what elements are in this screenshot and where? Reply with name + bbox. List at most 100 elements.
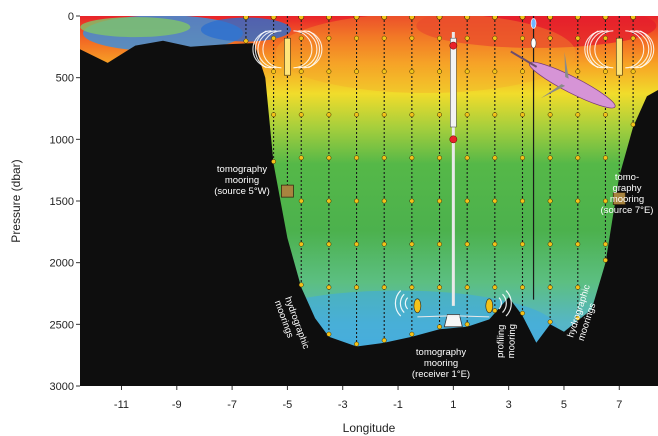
annotation-line: (receiver 1°E)	[412, 369, 470, 380]
acoustic-wave-icon	[502, 293, 507, 314]
x-tick-label: -11	[114, 399, 129, 411]
green-surface-patch	[80, 17, 191, 38]
mooring-float	[381, 16, 388, 20]
acoustic-wave-icon	[399, 293, 405, 314]
mooring-float	[436, 16, 443, 20]
mooring-instrument	[326, 35, 332, 41]
mooring-float	[243, 16, 249, 20]
mooring-instrument	[326, 284, 332, 290]
mooring-anchor-instrument	[464, 321, 470, 327]
mooring-instrument	[492, 198, 498, 204]
mooring-instrument	[603, 198, 608, 204]
mooring-instrument	[492, 35, 498, 41]
mooring-instrument	[354, 69, 360, 74]
mooring-instrument	[520, 241, 525, 247]
mooring-instrument	[547, 198, 553, 204]
mooring-instrument	[437, 35, 442, 41]
mooring-instrument	[603, 155, 608, 161]
annotation-profiling: profilingmooring	[495, 323, 518, 358]
tomography-source	[612, 192, 626, 205]
source-transducer	[615, 37, 623, 76]
annotation-line: tomography	[217, 164, 267, 175]
mooring-instrument	[409, 35, 415, 41]
annotation-tomo_source_west: tomography mooring (source 5°W)	[214, 164, 270, 197]
acoustic-wave-icon	[293, 30, 313, 69]
annotation-line: mooring	[610, 194, 644, 205]
mooring-instrument	[464, 35, 470, 41]
mooring-instrument	[354, 198, 360, 204]
mooring-instrument	[630, 69, 636, 74]
mooring-instrument	[298, 155, 304, 161]
acoustic-wave-icon	[640, 30, 652, 69]
mooring-instrument	[520, 69, 525, 74]
mooring-instrument	[409, 198, 415, 204]
mooring-instrument	[298, 241, 304, 247]
mooring-anchor-instrument	[492, 308, 498, 314]
y-tick-label: 500	[56, 73, 74, 85]
mooring-instrument	[437, 69, 442, 74]
mooring-instrument	[298, 35, 304, 41]
mooring-anchor-instrument	[547, 319, 553, 325]
acoustic-wave-icon	[254, 30, 267, 69]
mooring-instrument	[437, 112, 442, 118]
mooring-float	[574, 16, 581, 20]
x-tick-label: -5	[283, 399, 293, 411]
mooring-instrument	[464, 112, 470, 118]
mooring-instrument	[547, 155, 553, 161]
mooring-anchor-instrument	[243, 38, 249, 44]
mooring-instrument	[326, 112, 332, 118]
acoustic-wave-icon	[594, 30, 614, 69]
mooring-instrument	[381, 284, 387, 290]
profiler-float	[530, 18, 537, 29]
acoustic-wave-icon	[625, 30, 645, 69]
mooring-instrument	[409, 112, 415, 118]
mooring-instrument	[575, 198, 581, 204]
mooring-instrument	[354, 284, 360, 290]
profiler-float	[530, 37, 537, 49]
acoustic-wave-icon	[589, 30, 609, 69]
receiver-float	[449, 41, 458, 50]
mooring-float	[630, 16, 637, 20]
annotation-line: tomography	[416, 347, 466, 358]
y-tick-label: 0	[68, 11, 74, 23]
mooring-instrument	[492, 112, 498, 118]
glider-antenna	[510, 50, 538, 68]
annotation-line: graphy	[612, 183, 641, 194]
mooring-instrument	[575, 284, 581, 290]
mooring-instrument	[520, 35, 525, 41]
mooring-float	[353, 16, 360, 20]
mooring-instrument	[326, 198, 332, 204]
annotation-tomo_source_east: tomo-graphy mooring (source 7°E)	[601, 172, 654, 216]
mooring-instrument	[547, 35, 553, 41]
mooring-float	[519, 16, 526, 20]
mooring-instrument	[381, 155, 387, 161]
y-tick-label: 2000	[50, 258, 74, 270]
mooring-anchor-instrument	[630, 122, 636, 127]
mooring-instrument	[464, 69, 470, 74]
mooring-float	[326, 16, 332, 20]
acoustic-wave-icon	[298, 30, 318, 69]
acoustic-wave-icon	[262, 30, 282, 69]
mooring-instrument	[520, 198, 525, 204]
annotation-line: mooring	[506, 324, 518, 359]
annotation-line: mooring	[424, 358, 458, 369]
warm-surface-patch	[416, 16, 657, 48]
glider-wing	[564, 51, 569, 79]
acoustic-wave-icon	[498, 297, 502, 310]
acoustic-wave-icon	[586, 30, 599, 69]
mooring-instrument	[437, 284, 442, 290]
mooring-instrument	[464, 284, 470, 290]
mooring-anchor-instrument	[603, 257, 608, 263]
mooring-instrument	[575, 35, 581, 41]
mooring-instrument	[354, 35, 360, 41]
y-axis-label: Pressure (dbar)	[9, 159, 23, 242]
mooring-instrument	[409, 284, 415, 290]
receiver-tether	[417, 315, 454, 318]
mooring-instrument	[520, 112, 525, 118]
x-tick-label: -3	[338, 399, 348, 411]
mooring-instrument	[409, 155, 415, 161]
seafloor-bathymetry	[80, 40, 658, 386]
mooring-float	[298, 16, 305, 20]
mooring-instrument	[492, 241, 498, 247]
